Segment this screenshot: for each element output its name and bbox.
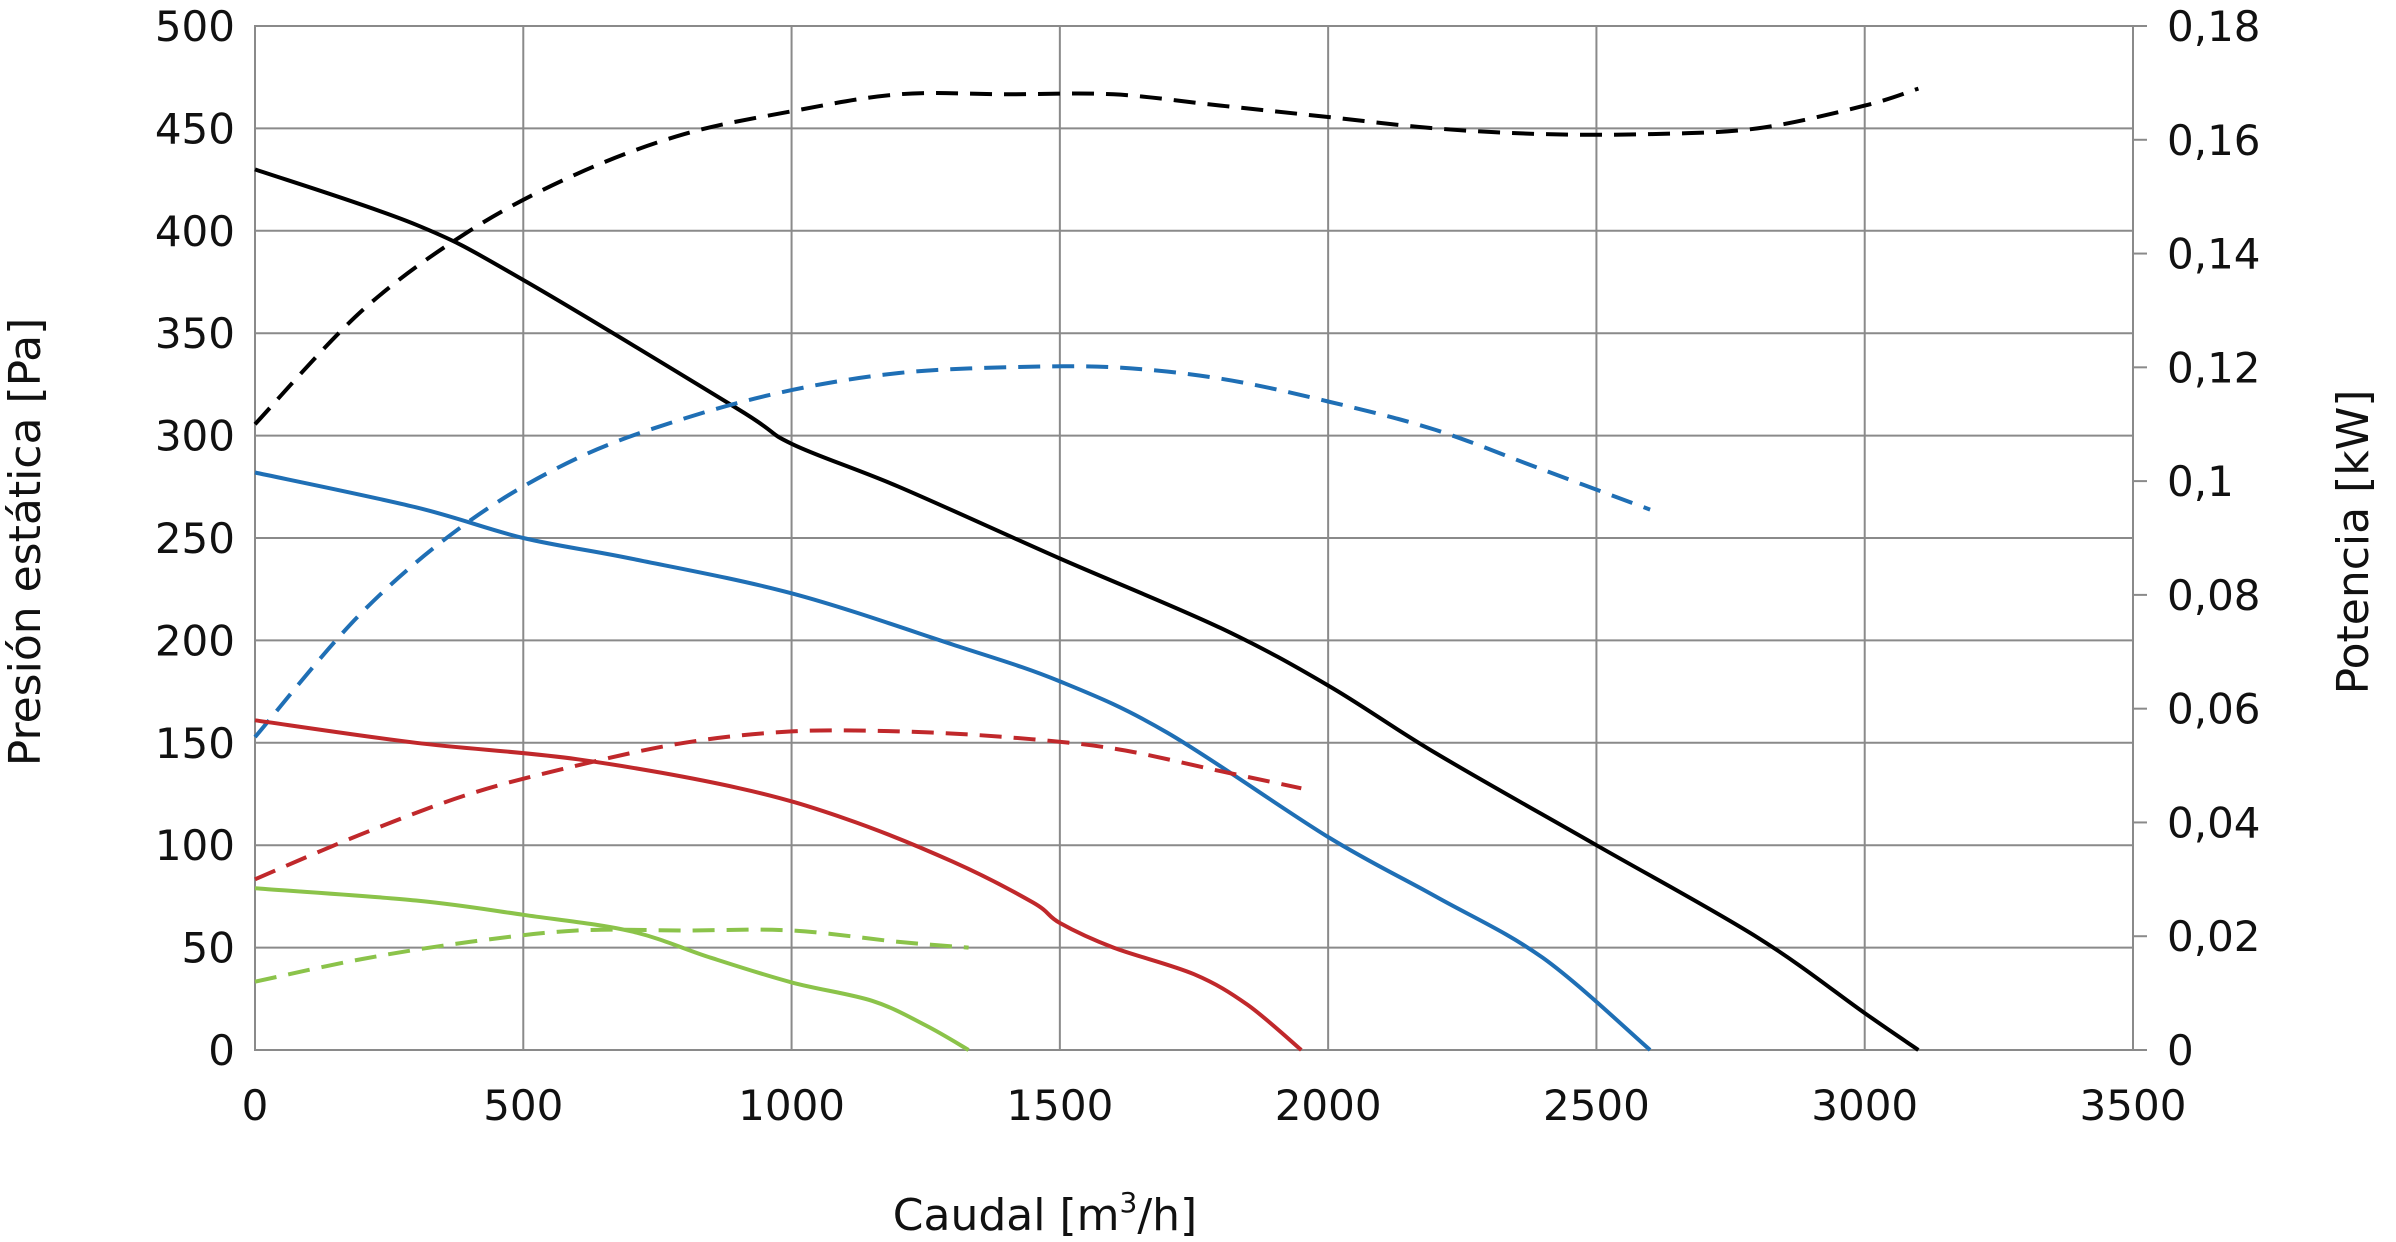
x-tick-label: 0 (242, 1081, 269, 1130)
pressure-curve-7 (254, 886, 970, 1052)
power-curve-2 (253, 86, 1920, 426)
y-right-tick-label: 0,14 (2167, 230, 2261, 279)
y-left-tick-label: 50 (182, 924, 235, 973)
y-left-axis-title: Presión estática [Pa] (0, 318, 51, 767)
tick-labels: 0 50 100 150 200 250 300 350 400 450 500 0 500 1000 15… (155, 2, 2261, 1130)
pressure-curve-1 (254, 167, 1920, 1052)
y-left-tick-label: 300 (155, 412, 235, 461)
y-right-tick-label: 0,06 (2167, 685, 2261, 734)
y-right-axis-title: Potencia [kW] (2328, 390, 2379, 695)
y-left-tick-label: 200 (155, 616, 235, 665)
y-right-tick-label: 0,08 (2167, 571, 2261, 620)
x-tick-label: 500 (483, 1081, 563, 1130)
x-tick-label: 1000 (738, 1081, 845, 1130)
y-right-tick-label: 0,1 (2167, 457, 2234, 506)
x-tick-label: 2500 (1543, 1081, 1650, 1130)
y-left-tick-label: 250 (155, 514, 235, 563)
y-right-tick-label: 0,02 (2167, 912, 2261, 961)
power-curve-8 (254, 927, 969, 984)
series-group (253, 86, 1920, 1052)
x-tick-label: 1500 (1006, 1081, 1113, 1130)
y-left-tick-label: 150 (155, 719, 235, 768)
pressure-curve-3 (254, 470, 1652, 1052)
y-left-tick-label: 500 (155, 2, 235, 51)
y-right-tick-label: 0,04 (2167, 798, 2261, 847)
y-right-tick-label: 0,18 (2167, 2, 2261, 51)
x-tick-label: 3000 (1811, 1081, 1918, 1130)
y-left-tick-label: 0 (208, 1026, 235, 1075)
y-left-tick-label: 350 (155, 309, 235, 358)
x-axis-title: Caudal [m3/h] (893, 1186, 1197, 1241)
pressure-curve-5 (254, 718, 1303, 1052)
power-curve-4 (253, 364, 1651, 739)
y-right-tick-label: 0,16 (2167, 116, 2261, 165)
x-tick-label: 3500 (2080, 1081, 2187, 1130)
power-curve-6 (254, 728, 1302, 882)
y-left-tick-label: 450 (155, 104, 235, 153)
y-left-tick-label: 400 (155, 207, 235, 256)
grid (254, 25, 2147, 1051)
y-left-tick-label: 100 (155, 821, 235, 870)
x-tick-label: 2000 (1275, 1081, 1382, 1130)
y-right-tick-label: 0 (2167, 1026, 2194, 1075)
y-right-tick-label: 0,12 (2167, 343, 2261, 392)
